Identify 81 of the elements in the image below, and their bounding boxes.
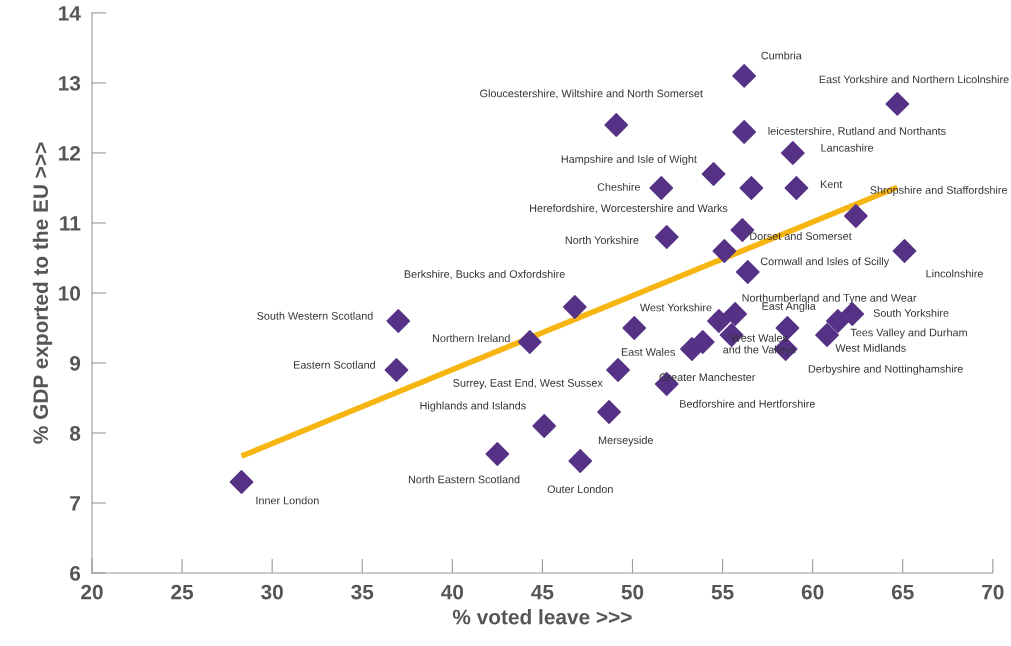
annotation: Cornwall and Isles of Scilly [760, 257, 890, 268]
point [384, 358, 409, 382]
point [604, 113, 629, 137]
y-axis-title: % GDP exported to the EU >>> [32, 142, 53, 444]
annotation: Outer London [547, 485, 613, 494]
annotation: Cumbria [761, 51, 802, 60]
point [386, 309, 411, 333]
x-tick-label: 55 [711, 584, 734, 600]
y-tick-label: 7 [70, 496, 80, 511]
point [825, 309, 850, 333]
x-tick-label: 70 [982, 584, 1004, 600]
point [562, 295, 587, 319]
point [485, 442, 510, 466]
x-tick-label: 65 [891, 584, 914, 600]
point [229, 470, 254, 494]
point [568, 449, 593, 473]
point [649, 176, 674, 200]
y-tick-label: 6 [70, 566, 81, 581]
annotation: Lincolnshire [926, 269, 983, 278]
annotation: Gloucestershire, Wiltshire and North Somerset [480, 89, 703, 99]
y-tick-label: 13 [59, 75, 81, 91]
annotation: Berkshire, Bucks and Oxfordshire [404, 269, 565, 280]
annotation: Bedforshire and Hertforshire [680, 399, 815, 408]
annotation: North Eastern Scotland [408, 475, 520, 484]
annotation: Hampshire and Isle of Wight [561, 155, 697, 166]
annotation: Cheshire [597, 182, 640, 191]
point [739, 176, 764, 200]
point [732, 120, 757, 144]
point [843, 204, 868, 228]
annotation: Northern Ireland [432, 334, 510, 343]
point [840, 302, 865, 326]
y-tick-label: 8 [69, 425, 81, 441]
annotation: East Yorkshire and Northern Licolnshire [819, 75, 1009, 84]
annotation: Herefordshire, Worcestershire and Warks [530, 204, 728, 214]
point [622, 316, 647, 340]
point [885, 92, 910, 116]
x-tick-label: 50 [621, 584, 644, 600]
y-tick-label: 10 [59, 285, 81, 301]
point [597, 400, 621, 424]
annotation: Highlands and Islands [420, 401, 526, 412]
y-tick-label: 11 [60, 216, 81, 231]
point [892, 239, 917, 263]
x-tick-label: 30 [261, 584, 283, 600]
point [732, 64, 757, 88]
annotation: leicestershire, Rutland and Northants [768, 126, 946, 137]
point [517, 330, 542, 354]
x-tick-label: 20 [81, 584, 103, 600]
annotation: East Wales [621, 347, 675, 356]
y-tick-label: 14 [59, 6, 81, 21]
x-axis-title: % voted leave >>> [452, 609, 632, 625]
point [701, 162, 726, 186]
x-tick-label: 60 [801, 584, 824, 600]
annotation: Tees Valley and Durham [850, 328, 967, 339]
annotation: North Yorkshire [565, 236, 639, 245]
point [784, 176, 809, 200]
point [690, 330, 715, 354]
annotation: Kent [820, 180, 843, 189]
y-tick-label: 9 [70, 355, 81, 371]
annotation: Surrey, East End, West Sussex [453, 378, 603, 389]
annotation: South Yorkshire [873, 308, 949, 317]
annotation: Inner London [256, 496, 319, 505]
point [735, 260, 760, 284]
annotation: West Midlands [835, 343, 906, 352]
annotation: South Western Scotland [257, 311, 373, 320]
annotation: Lancashire [821, 143, 874, 152]
point [532, 414, 557, 438]
annotation: East Anglia [762, 301, 816, 313]
point [654, 225, 679, 249]
point [606, 358, 630, 382]
y-tick-label: 12 [59, 145, 81, 161]
point [712, 239, 737, 263]
annotation: Merseyside [598, 436, 653, 447]
x-tick-label: 35 [351, 584, 374, 600]
annotation: West Yorkshire [639, 303, 712, 312]
x-tick-label: 45 [531, 584, 554, 600]
x-tick-label: 25 [171, 584, 194, 600]
point [723, 302, 748, 326]
x-tick-label: 40 [441, 584, 464, 600]
point [780, 141, 805, 165]
annotation: Eastern Scotland [294, 360, 375, 369]
annotation: Derbyshire and Nottinghamshire [808, 364, 963, 375]
